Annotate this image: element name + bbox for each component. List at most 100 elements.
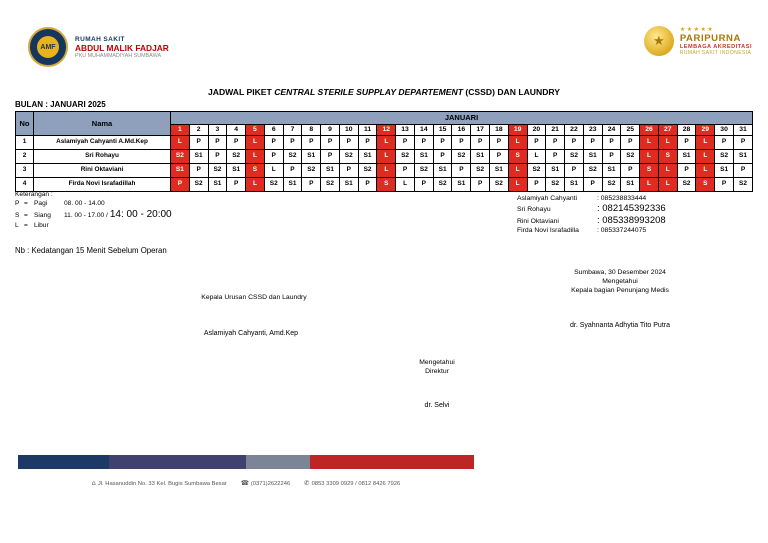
arrival-note: Nb : Kedatangan 15 Menit Sebelum Operan <box>15 246 167 255</box>
shift-cell-day-31: P <box>732 163 754 178</box>
shift-cell-day-21: P <box>545 149 566 164</box>
day-header-16: 16 <box>451 124 472 136</box>
title-italic: CENTRAL STERILE SUPPLAY DEPARTEMENT <box>274 87 463 97</box>
day-header-25: 25 <box>620 124 641 136</box>
shift-cell-day-28: S2 <box>676 177 697 192</box>
staff-name-cell: Sri Rohayu <box>33 149 171 164</box>
signature-center-line1: Mengetahui <box>419 359 455 366</box>
footer-bar-segment <box>309 455 474 469</box>
shift-cell-day-10: P <box>338 163 359 178</box>
shift-cell-day-6: S2 <box>263 177 284 192</box>
shift-cell-day-11: P <box>357 135 378 150</box>
shift-cell-day-17: S2 <box>470 163 491 178</box>
shift-cell-day-5: L <box>245 149 265 164</box>
shift-cell-day-12: L <box>376 135 397 150</box>
day-header-26: 26 <box>639 124 659 136</box>
shift-cell-day-29: L <box>695 135 716 150</box>
contact-row: Aslamiyah Cahyanti : 085238833444 <box>517 195 666 202</box>
shift-cell-day-15: S1 <box>432 163 453 178</box>
schedule-row: 4 Firda Novi Israfadillah P S2 S1 P L S2 S1 P S2 S1… <box>15 177 754 192</box>
legend-item: S = Siang 11. 00 - 17.00 /14: 00 - 20:00 <box>15 209 172 220</box>
shift-cell-day-4: S2 <box>226 149 247 164</box>
shift-cell-day-6: P <box>263 135 284 150</box>
shift-cell-day-23: S2 <box>582 163 603 178</box>
shift-cell-day-10: S2 <box>338 149 359 164</box>
shift-cell-day-28: P <box>676 135 697 150</box>
shift-cell-day-19: L <box>507 163 528 178</box>
shift-cell-day-19: S <box>507 149 528 164</box>
shift-cell-day-8: S1 <box>301 149 322 164</box>
day-header-17: 17 <box>470 124 491 136</box>
shift-cell-day-4: P <box>226 135 247 150</box>
shift-cell-day-23: P <box>582 177 603 192</box>
shift-cell-day-28: S1 <box>676 149 697 164</box>
day-header-7: 7 <box>282 124 303 136</box>
day-header-13: 13 <box>395 124 415 136</box>
shift-cell-day-29: L <box>695 163 716 178</box>
page-title: JADWAL PIKET CENTRAL STERILE SUPPLAY DEP… <box>0 87 768 97</box>
shift-cell-day-6: L <box>263 163 284 178</box>
shift-cell-day-25: S2 <box>620 149 641 164</box>
day-header-11: 11 <box>357 124 378 136</box>
legend-item: P = Pagi 08. 00 - 14.00 <box>15 200 105 207</box>
legend-heading: Keterangan : <box>15 191 53 198</box>
shift-cell-day-9: S1 <box>320 163 340 178</box>
day-header-15: 15 <box>432 124 453 136</box>
accreditation-title: PARIPURNA <box>679 33 741 44</box>
shift-cell-day-27: L <box>657 163 678 178</box>
footer-contact-item: ⌂ Jl. Hasanuddin No. 33 Kel. Bugis Sumbaw… <box>91 479 227 487</box>
legend-items: P = Pagi 08. 00 - 14.00 S = Siang 11. 00 - 17.0… <box>15 200 172 229</box>
contact-name: Firda Novi Israfadilla <box>517 227 579 234</box>
signature-center-line2: Direktur <box>425 368 449 375</box>
staff-name-cell: Rini Oktaviani <box>33 163 171 178</box>
contact-phone: : 085238833444 <box>597 195 647 202</box>
shift-cell-day-15: P <box>432 135 453 150</box>
schedule-row: 2 Sri Rohayu S2 S1 P S2 L P S2 S1 P S2 S1 L S2 S1 P S2 S1 P… <box>15 149 754 164</box>
day-header-29: 29 <box>695 124 716 136</box>
shift-cell-day-11: S1 <box>357 149 378 164</box>
accreditation-brand: ★ ★★★★★ PARIPURNA LEMBAGA AKREDITASI RUM… <box>643 26 752 56</box>
footer-bar-segment <box>109 455 246 469</box>
signature-center-name: dr. Selvi <box>424 402 450 409</box>
hospital-logo-icon: AMF <box>28 27 68 67</box>
footer-contact-item: ☎ (0371)2622246 <box>240 479 291 487</box>
shift-cell-day-18: P <box>489 135 509 150</box>
shift-cell-day-29: L <box>695 149 716 164</box>
shift-cell-day-14: P <box>413 135 434 150</box>
shift-cell-day-14: S1 <box>413 149 434 164</box>
shift-cell-day-27: S <box>657 149 678 164</box>
medal-star-icon: ★ <box>652 33 665 49</box>
shift-cell-day-7: P <box>282 163 303 178</box>
shift-cell-day-20: L <box>526 149 547 164</box>
signature-center-block: Mengetahui Direktur <box>392 358 482 376</box>
shift-cell-day-14: P <box>413 177 434 192</box>
shift-cell-day-31: P <box>732 135 754 150</box>
footer-bar-segment <box>245 455 310 469</box>
shift-cell-day-8: P <box>301 135 322 150</box>
shift-cell-day-12: L <box>376 149 397 164</box>
shift-cell-day-10: P <box>338 135 359 150</box>
shift-cell-day-17: P <box>470 135 491 150</box>
contact-list: Aslamiyah Cahyanti: 085238833444 Sri Roha… <box>517 195 666 235</box>
row-number: 3 <box>15 163 34 178</box>
accreditation-text: ★★★★★ PARIPURNA LEMBAGA AKREDITASI RUMAH… <box>680 26 752 56</box>
day-header-20: 20 <box>526 124 547 136</box>
shift-cell-day-30: S2 <box>714 149 734 164</box>
shift-cell-day-16: P <box>451 135 472 150</box>
shift-cell-day-13: L <box>395 177 415 192</box>
contact-name: Aslamiyah Cahyanti <box>517 195 578 202</box>
shift-cell-day-9: P <box>320 135 340 150</box>
day-header-19: 19 <box>507 124 528 136</box>
signature-right-line2: Kepala bagian Penunjang Medis <box>571 287 669 294</box>
shift-cell-day-20: P <box>526 135 547 150</box>
shift-cell-day-12: S <box>376 177 397 192</box>
shift-cell-day-26: L <box>639 135 659 150</box>
legend-item: L = Libur <box>15 222 49 229</box>
shift-cell-day-16: P <box>451 163 472 178</box>
shift-cell-day-18: S2 <box>489 177 509 192</box>
day-header-18: 18 <box>489 124 509 136</box>
legend: Keterangan : P = Pagi 08. 00 - 14.00 S = Siang… <box>15 191 172 229</box>
shift-cell-day-4: P <box>226 177 247 192</box>
shift-cell-day-29: S <box>695 177 716 192</box>
